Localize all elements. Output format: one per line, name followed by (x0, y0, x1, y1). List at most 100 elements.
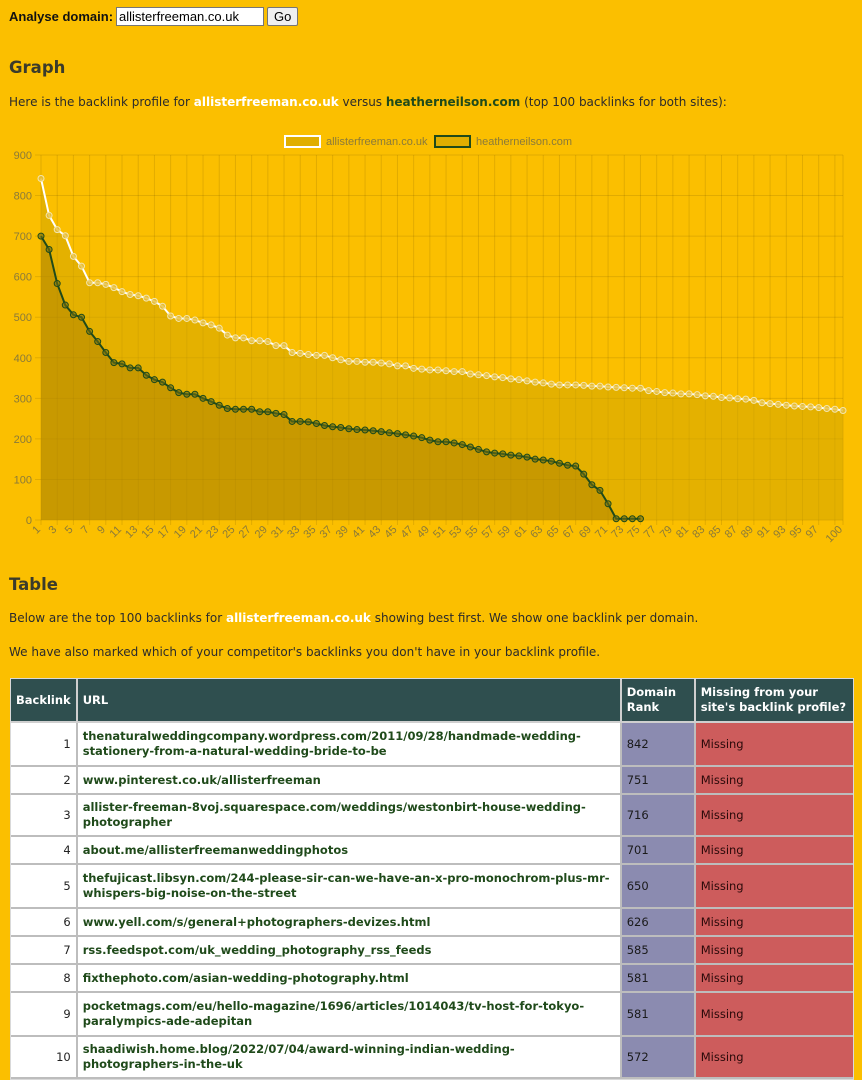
data-point (628, 515, 636, 523)
data-point (483, 372, 491, 380)
x-tick-label: 49 (415, 524, 432, 541)
x-tick-label: 73 (609, 524, 626, 541)
x-tick-label: 31 (269, 524, 286, 541)
x-tick-label: 79 (658, 524, 675, 541)
data-point (701, 392, 709, 400)
y-tick-label: 500 (14, 312, 32, 324)
data-point (78, 262, 86, 270)
data-point (126, 364, 134, 372)
data-point (231, 405, 239, 413)
backlink-url[interactable]: www.yell.com/s/general+photographers-dev… (77, 909, 622, 937)
legend-label: allisterfreeman.co.uk (326, 136, 428, 148)
data-point (539, 379, 547, 387)
data-point (491, 373, 499, 381)
table-intro-line1: Below are the top 100 backlinks for alli… (9, 611, 698, 625)
data-point (539, 456, 547, 464)
table-site-domain: allisterfreeman.co.uk (225, 611, 371, 625)
backlink-url[interactable]: thenaturalweddingcompany.wordpress.com/2… (77, 723, 622, 767)
data-point (248, 405, 256, 413)
x-tick-label: 61 (512, 524, 529, 541)
data-point (321, 351, 329, 359)
go-button[interactable]: Go (267, 7, 299, 26)
x-tick-label: 35 (301, 524, 318, 541)
data-point (458, 368, 466, 376)
data-point (134, 292, 142, 300)
backlink-url[interactable]: thefujicast.libsyn.com/244-please-sir-ca… (77, 865, 622, 909)
data-point (183, 390, 191, 398)
backlink-url[interactable]: about.me/allisterfreemanweddingphotos (77, 837, 622, 865)
y-tick-label: 0 (26, 515, 32, 527)
data-point (142, 294, 150, 302)
x-tick-label: 15 (139, 524, 156, 541)
x-tick-label: 91 (755, 524, 772, 541)
x-tick-label: 29 (253, 524, 270, 541)
data-point (385, 429, 393, 437)
data-point (580, 470, 588, 478)
data-point (215, 324, 223, 332)
data-point (831, 405, 839, 413)
data-point (742, 395, 750, 403)
legend-swatch-competitor (434, 135, 471, 148)
data-point (142, 371, 150, 379)
missing-status: Missing (695, 865, 853, 909)
x-tick-label: 1 (30, 524, 43, 537)
data-point (45, 245, 53, 253)
data-point (588, 481, 596, 489)
data-point (807, 403, 815, 411)
y-tick-label: 300 (14, 393, 32, 405)
x-tick-label: 47 (399, 524, 416, 541)
backlink-url[interactable]: rss.feedspot.com/uk_wedding_photography_… (77, 937, 622, 965)
data-point (86, 279, 94, 287)
data-point (175, 314, 183, 322)
data-point (369, 427, 377, 435)
data-point (572, 381, 580, 389)
data-point (78, 313, 86, 321)
backlink-url[interactable]: fixthephoto.com/asian-wedding-photograph… (77, 965, 622, 993)
backlink-number: 1 (11, 723, 78, 767)
backlink-url[interactable]: shaadiwish.home.blog/2022/07/04/award-wi… (77, 1037, 622, 1079)
missing-status: Missing (695, 1037, 853, 1079)
data-point (450, 439, 458, 447)
data-point (37, 175, 45, 183)
data-point (474, 445, 482, 453)
y-tick-label: 100 (14, 474, 32, 486)
data-point (782, 401, 790, 409)
domain-rank: 751 (621, 767, 696, 795)
x-tick-label: 100 (824, 524, 845, 545)
data-point (280, 411, 288, 419)
x-tick-label: 85 (706, 524, 723, 541)
backlink-url[interactable]: pocketmags.com/eu/hello-magazine/1696/ar… (77, 993, 622, 1037)
x-tick-label: 21 (188, 524, 205, 541)
graph-intro-suffix: (top 100 backlinks for both sites): (520, 95, 727, 109)
data-point (604, 500, 612, 508)
data-point (312, 419, 320, 427)
table-row: 3 allister-freeman-8voj.squarespace.com/w… (11, 795, 853, 837)
domain-rank: 572 (621, 1037, 696, 1079)
data-point (377, 428, 385, 436)
missing-status: Missing (695, 767, 853, 795)
data-point (483, 448, 491, 456)
data-point (604, 383, 612, 391)
table-intro-prefix: Below are the top 100 backlinks for (9, 611, 226, 625)
data-point (304, 418, 312, 426)
backlink-url[interactable]: www.pinterest.co.uk/allisterfreeman (77, 767, 622, 795)
data-point (361, 358, 369, 366)
backlink-number: 2 (11, 767, 78, 795)
data-point (110, 359, 118, 367)
data-point (434, 366, 442, 374)
data-point (612, 383, 620, 391)
backlink-url[interactable]: allister-freeman-8voj.squarespace.com/we… (77, 795, 622, 837)
legend-swatch-site (284, 135, 321, 148)
domain-input[interactable] (116, 7, 265, 26)
data-point (118, 288, 126, 296)
data-point (507, 451, 515, 459)
x-tick-label: 11 (108, 524, 125, 541)
data-point (345, 357, 353, 365)
data-point (45, 211, 53, 219)
data-point (726, 394, 734, 402)
x-tick-label: 45 (382, 524, 399, 541)
y-tick-label: 200 (14, 434, 32, 446)
domain-rank: 626 (621, 909, 696, 937)
data-point (564, 461, 572, 469)
series-area-competitor (41, 236, 641, 520)
